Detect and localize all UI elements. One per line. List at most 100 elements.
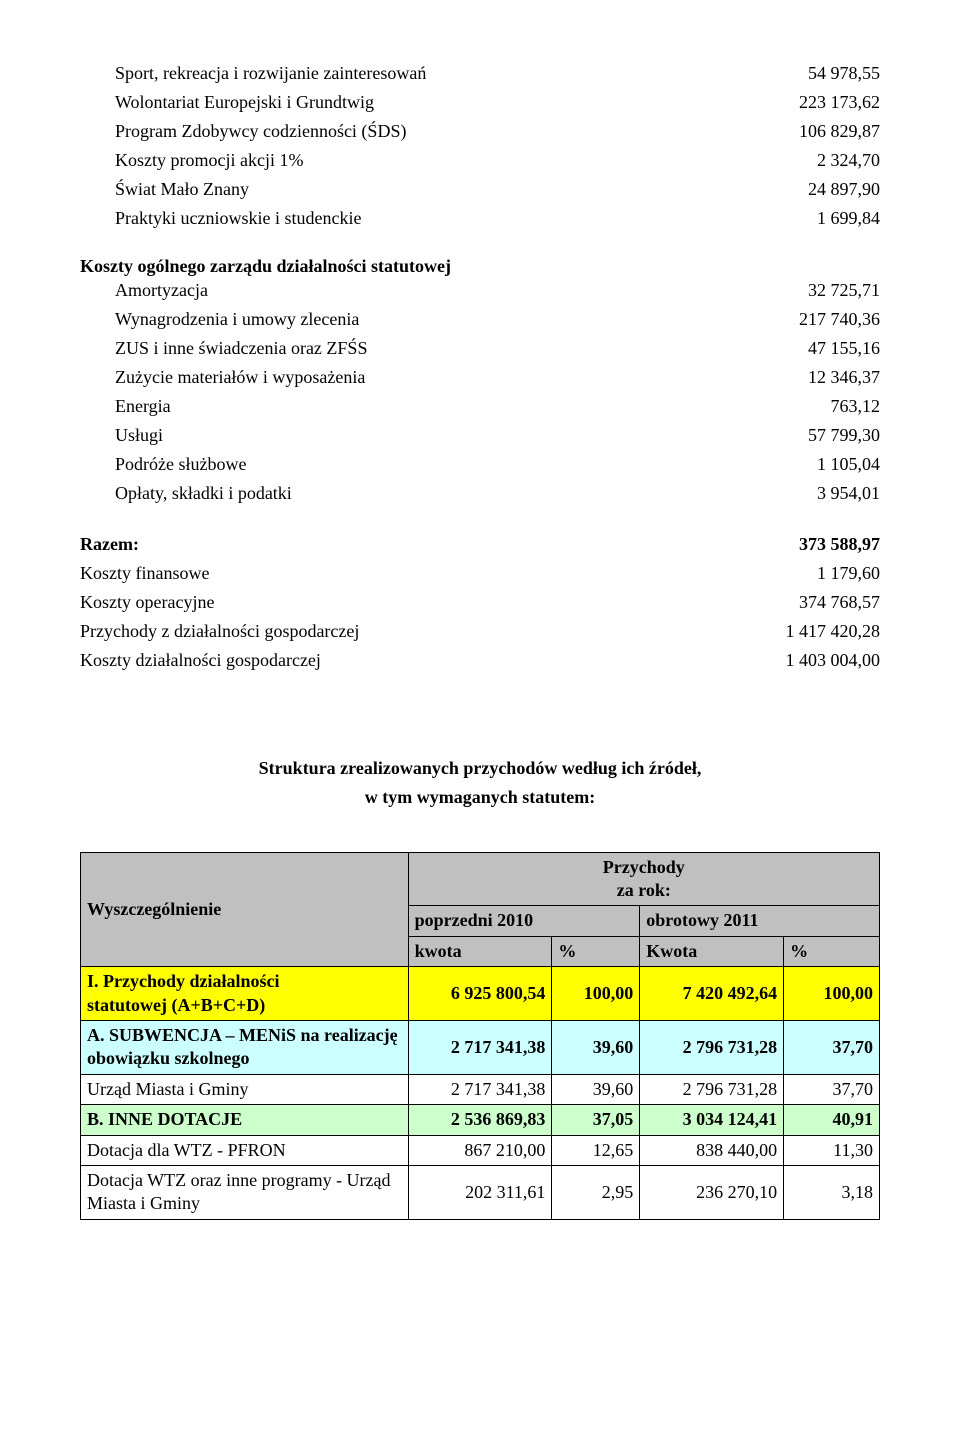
line-value: 3 954,01 — [817, 480, 880, 507]
row-pct-prev: 39,60 — [552, 1074, 640, 1104]
line-value: 374 768,57 — [799, 589, 880, 616]
row-pct-curr: 40,91 — [784, 1105, 880, 1135]
line-label: Podróże służbowe — [115, 451, 246, 478]
row-kwota-prev: 2 717 341,38 — [408, 1074, 552, 1104]
line-row: Wynagrodzenia i umowy zlecenia 217 740,36 — [80, 306, 880, 333]
header-kwota-2: Kwota — [640, 936, 784, 966]
line-row: Usługi 57 799,30 — [80, 422, 880, 449]
line-value: 32 725,71 — [808, 277, 880, 304]
line-label: Koszty promocji akcji 1% — [115, 147, 303, 174]
line-row: Koszty działalności gospodarczej1 403 00… — [80, 647, 880, 674]
line-row: Koszty finansowe 1 179,60 — [80, 560, 880, 587]
table-row: A. SUBWENCJA – MENiS na realizację obowi… — [81, 1020, 880, 1074]
row-name: I. Przychody działalnościstatutowej (A+B… — [81, 967, 409, 1021]
line-label: Wolontariat Europejski i Grundtwig — [115, 89, 374, 116]
table-row: Urząd Miasta i Gminy 2 717 341,38 39,60 … — [81, 1074, 880, 1104]
line-value: 57 799,30 — [808, 422, 880, 449]
header-wyszczegolnienie: Wyszczególnienie — [81, 852, 409, 967]
line-row: Wolontariat Europejski i Grundtwig223 17… — [80, 89, 880, 116]
line-label: Wynagrodzenia i umowy zlecenia — [115, 306, 359, 333]
line-label: Praktyki uczniowskie i studenckie — [115, 205, 361, 232]
line-value: 217 740,36 — [799, 306, 880, 333]
line-row: ZUS i inne świadczenia oraz ZFŚS 47 155,1… — [80, 335, 880, 362]
table-row: I. Przychody działalnościstatutowej (A+B… — [81, 967, 880, 1021]
section2-title: Koszty ogólnego zarządu działalności sta… — [80, 256, 880, 277]
line-label: Program Zdobywcy codzienności (ŚDS) — [115, 118, 406, 145]
row-kwota-prev: 867 210,00 — [408, 1135, 552, 1165]
header-obrotowy: obrotowy 2011 — [640, 906, 880, 936]
line-value: 1 105,04 — [817, 451, 880, 478]
header-zarok: za rok: — [408, 879, 879, 906]
table-row: Dotacja WTZ oraz inne programy - Urząd M… — [81, 1165, 880, 1219]
line-label: Zużycie materiałów i wyposażenia — [115, 364, 365, 391]
line-label: Przychody z działalności gospodarczej — [80, 618, 359, 645]
line-label: Energia — [115, 393, 171, 420]
row-kwota-curr: 236 270,10 — [640, 1165, 784, 1219]
row-pct-prev: 39,60 — [552, 1020, 640, 1074]
row-pct-curr: 37,70 — [784, 1020, 880, 1074]
header-poprzedni: poprzedni 2010 — [408, 906, 640, 936]
row-name: Dotacja WTZ oraz inne programy - Urząd M… — [81, 1165, 409, 1219]
row-pct-curr: 3,18 — [784, 1165, 880, 1219]
line-row: Zużycie materiałów i wyposażenia12 346,3… — [80, 364, 880, 391]
row-kwota-curr: 2 796 731,28 — [640, 1020, 784, 1074]
line-row: Sport, rekreacja i rozwijanie zaintereso… — [80, 60, 880, 87]
line-row: Opłaty, składki i podatki 3 954,01 — [80, 480, 880, 507]
line-label: Opłaty, składki i podatki — [115, 480, 292, 507]
line-label: Koszty operacyjne — [80, 589, 214, 616]
line-value: 373 588,97 — [799, 531, 880, 558]
line-value: 2 324,70 — [817, 147, 880, 174]
row-kwota-prev: 202 311,61 — [408, 1165, 552, 1219]
table-heading: Struktura zrealizowanych przychodów wedł… — [80, 754, 880, 812]
row-pct-curr: 11,30 — [784, 1135, 880, 1165]
row-name: Dotacja dla WTZ - PFRON — [81, 1135, 409, 1165]
line-row: Przychody z działalności gospodarczej1 4… — [80, 618, 880, 645]
line-label: Usługi — [115, 422, 163, 449]
line-row: Praktyki uczniowskie i studenckie 1 699,8… — [80, 205, 880, 232]
row-name: A. SUBWENCJA – MENiS na realizację obowi… — [81, 1020, 409, 1074]
table-row: Dotacja dla WTZ - PFRON 867 210,00 12,65… — [81, 1135, 880, 1165]
row-kwota-prev: 2 717 341,38 — [408, 1020, 552, 1074]
line-row: Podróże służbowe 1 105,04 — [80, 451, 880, 478]
row-pct-prev: 2,95 — [552, 1165, 640, 1219]
line-label: ZUS i inne świadczenia oraz ZFŚS — [115, 335, 367, 362]
line-row: Amortyzacja 32 725,71 — [80, 277, 880, 304]
line-value: 1 403 004,00 — [786, 647, 881, 674]
row-kwota-prev: 6 925 800,54 — [408, 967, 552, 1021]
line-value: 1 179,60 — [817, 560, 880, 587]
line-row: Energia 763,12 — [80, 393, 880, 420]
row-pct-prev: 100,00 — [552, 967, 640, 1021]
row-pct-prev: 37,05 — [552, 1105, 640, 1135]
header-przychody: Przychody — [408, 852, 879, 879]
row-name: B. INNE DOTACJE — [81, 1105, 409, 1135]
line-label: Razem: — [80, 531, 139, 558]
line-label: Amortyzacja — [115, 277, 208, 304]
line-value: 47 155,16 — [808, 335, 880, 362]
cost-list-section-2: Amortyzacja32 725,71Wynagrodzenia i umow… — [80, 277, 880, 507]
table-row: B. INNE DOTACJE 2 536 869,83 37,05 3 034… — [81, 1105, 880, 1135]
header-kwota-1: kwota — [408, 936, 552, 966]
line-row: Razem: 373 588,97 — [80, 531, 880, 558]
heading-line-1: Struktura zrealizowanych przychodów wedł… — [80, 754, 880, 783]
line-value: 106 829,87 — [799, 118, 880, 145]
line-value: 54 978,55 — [808, 60, 880, 87]
cost-list-section-1: Sport, rekreacja i rozwijanie zaintereso… — [80, 60, 880, 232]
line-row: Program Zdobywcy codzienności (ŚDS) 106 8… — [80, 118, 880, 145]
line-value: 24 897,90 — [808, 176, 880, 203]
row-kwota-curr: 838 440,00 — [640, 1135, 784, 1165]
line-value: 763,12 — [831, 393, 881, 420]
header-pct-2: % — [784, 936, 880, 966]
heading-line-2: w tym wymaganych statutem: — [80, 783, 880, 812]
line-label: Świat Mało Znany — [115, 176, 249, 203]
line-value: 1 699,84 — [817, 205, 880, 232]
line-row: Koszty operacyjne 374 768,57 — [80, 589, 880, 616]
line-row: Świat Mało Znany 24 897,90 — [80, 176, 880, 203]
line-label: Koszty finansowe — [80, 560, 209, 587]
line-label: Sport, rekreacja i rozwijanie zaintereso… — [115, 60, 426, 87]
row-kwota-curr: 2 796 731,28 — [640, 1074, 784, 1104]
income-structure-table: Wyszczególnienie Przychody za rok: poprz… — [80, 852, 880, 1220]
summary-section: Razem: 373 588,97 Koszty finansowe 1 179,60… — [80, 531, 880, 674]
row-kwota-prev: 2 536 869,83 — [408, 1105, 552, 1135]
header-pct-1: % — [552, 936, 640, 966]
row-name: Urząd Miasta i Gminy — [81, 1074, 409, 1104]
